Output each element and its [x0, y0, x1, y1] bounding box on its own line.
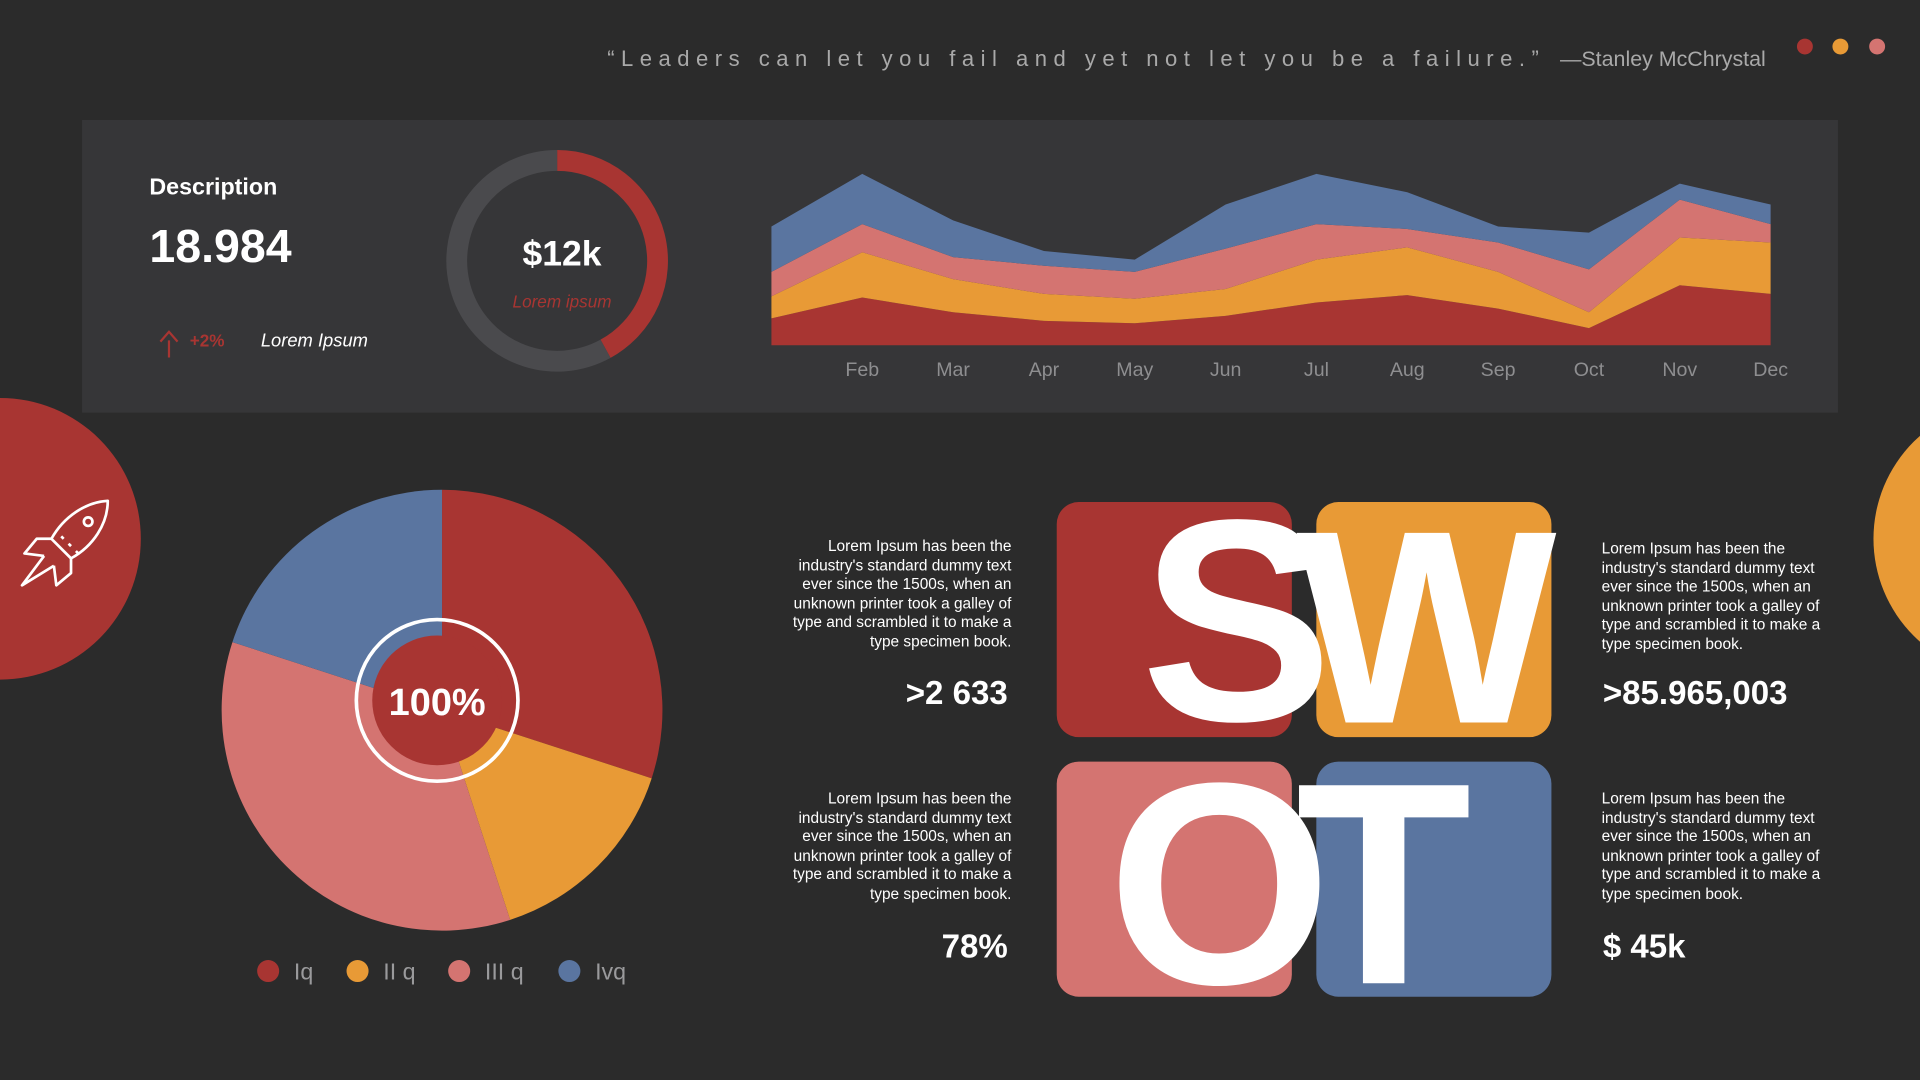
swot-text-box: Lorem Ipsum has been the industry's stan…: [1601, 540, 1821, 653]
area-band: [771, 237, 1771, 329]
up-arrow: [159, 330, 179, 358]
quote: “Leaders can let you fail and yet not le…: [607, 46, 1545, 71]
swot-text-box: Lorem Ipsum has been the industry's stan…: [792, 537, 1012, 651]
swot-tile: [1316, 761, 1552, 997]
window-dot: [1832, 38, 1849, 55]
quote-author: —Stanley McChrystal: [1560, 47, 1766, 71]
swot-text-box: Lorem Ipsum has been the industry's stan…: [792, 789, 1012, 903]
x-tick-label: Apr: [1029, 359, 1060, 381]
area-band: [771, 173, 1771, 272]
swot-letter: S: [1141, 460, 1333, 781]
area-band: [771, 285, 1771, 346]
swot-text: Lorem Ipsum has been the industry's stan…: [792, 537, 1012, 651]
gauge-arc: [556, 150, 668, 358]
x-tick-label: Sep: [1481, 359, 1516, 381]
x-tick-label: Dec: [1753, 359, 1788, 381]
legend-swatch: [257, 960, 280, 983]
kpi-label: Description: [149, 174, 277, 200]
legend-swatch: [558, 960, 581, 983]
gauge-label: $12k: [523, 234, 602, 274]
x-tick-label: May: [1116, 359, 1153, 381]
x-tick-label: Mar: [936, 359, 970, 381]
swot-value: >85.965,003: [1603, 675, 1788, 712]
swot-text-box: Lorem Ipsum has been the industry's stan…: [1601, 789, 1821, 903]
legend-swatch: [448, 960, 471, 983]
swot-value: $ 45k: [1603, 929, 1686, 966]
pie-slice: [232, 489, 443, 711]
gauge-arc: [446, 150, 611, 372]
legend-label: II q: [383, 959, 415, 985]
swot-text: Lorem Ipsum has been the industry's stan…: [1601, 789, 1821, 903]
area-band: [771, 199, 1771, 313]
swot-letter: W: [1297, 474, 1560, 781]
x-tick-label: Jul: [1304, 359, 1329, 381]
gauge-sublabel: Lorem ipsum: [513, 291, 612, 311]
swot-letter: T: [1296, 723, 1472, 1044]
x-tick-label: Nov: [1662, 359, 1697, 381]
pie-slice: [442, 710, 652, 920]
legend-label: Iq: [294, 959, 313, 985]
swot-text: Lorem Ipsum has been the industry's stan…: [1601, 540, 1821, 653]
x-tick-label: Feb: [845, 359, 879, 381]
window-dot: [1796, 38, 1813, 55]
legend-label: Ivq: [595, 959, 626, 985]
x-tick-label: Aug: [1390, 359, 1425, 381]
legend-swatch: [346, 960, 369, 983]
pie-center-label: 100%: [389, 682, 486, 724]
deco-circle: [0, 398, 141, 680]
pie-center: [372, 635, 503, 766]
pie-center-ring: [354, 617, 520, 784]
kpi-change-label: Lorem Ipsum: [261, 330, 368, 351]
x-tick-label: Jun: [1210, 359, 1242, 381]
window-dot: [1869, 38, 1886, 55]
swot-letter: O: [1108, 723, 1332, 1044]
legend-label: III q: [485, 959, 524, 985]
rocket-icon: [20, 499, 110, 587]
swot-tile: [1316, 502, 1552, 738]
swot-text: Lorem Ipsum has been the industry's stan…: [792, 789, 1012, 903]
swot-value: 78%: [942, 929, 1008, 966]
swot-tile: [1056, 502, 1292, 738]
swot-tile: [1056, 761, 1292, 997]
swot-value: >2 633: [906, 675, 1008, 712]
deco-circle: [1873, 435, 1920, 642]
x-tick-label: Oct: [1574, 359, 1605, 381]
kpi-value: 18.984: [149, 220, 291, 272]
area-chart: Feb Mar Apr May Jun Jul Aug Sep Oct Nov Dec: [771, 173, 1788, 381]
kpi-change: +2%: [190, 331, 225, 351]
